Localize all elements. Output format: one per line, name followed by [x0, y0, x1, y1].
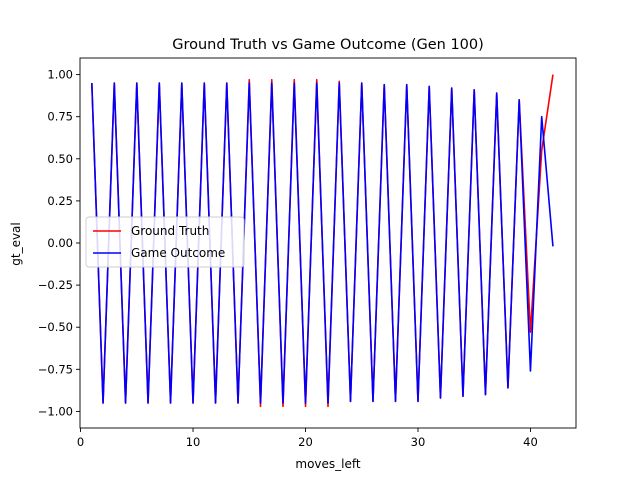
x-axis-label: moves_left — [295, 457, 360, 471]
y-tick-label: 0.25 — [47, 194, 73, 208]
x-tick-label: 0 — [77, 435, 84, 449]
x-ticks: 0 10 20 30 40 — [77, 428, 538, 449]
y-tick-label: 0.50 — [47, 152, 73, 166]
y-tick-label: 1.00 — [47, 68, 73, 82]
chart-title: Ground Truth vs Game Outcome (Gen 100) — [172, 37, 484, 53]
y-tick-label: −0.75 — [38, 362, 73, 376]
legend: Ground Truth Game Outcome — [85, 216, 245, 268]
legend-box — [85, 216, 245, 268]
series-line-1 — [91, 82, 554, 404]
plot-lines — [91, 74, 554, 408]
y-tick-label: −1.00 — [38, 404, 73, 418]
x-tick-label: 20 — [298, 435, 313, 449]
y-tick-label: 0.75 — [47, 110, 73, 124]
legend-label-1: Game Outcome — [131, 246, 225, 260]
y-tick-label: 0.00 — [47, 236, 73, 250]
x-tick-label: 10 — [186, 435, 201, 449]
y-tick-label: −0.25 — [38, 278, 73, 292]
y-tick-label: −0.50 — [38, 320, 73, 334]
plot-frame — [79, 57, 577, 429]
legend-label-0: Ground Truth — [131, 224, 209, 238]
x-tick-label: 30 — [411, 435, 426, 449]
y-axis-label: gt_eval — [9, 222, 23, 266]
x-tick-label: 40 — [523, 435, 538, 449]
y-ticks: −1.00 −0.75 −0.50 −0.25 0.00 0.25 0.50 0.75 1.00 — [38, 68, 80, 418]
